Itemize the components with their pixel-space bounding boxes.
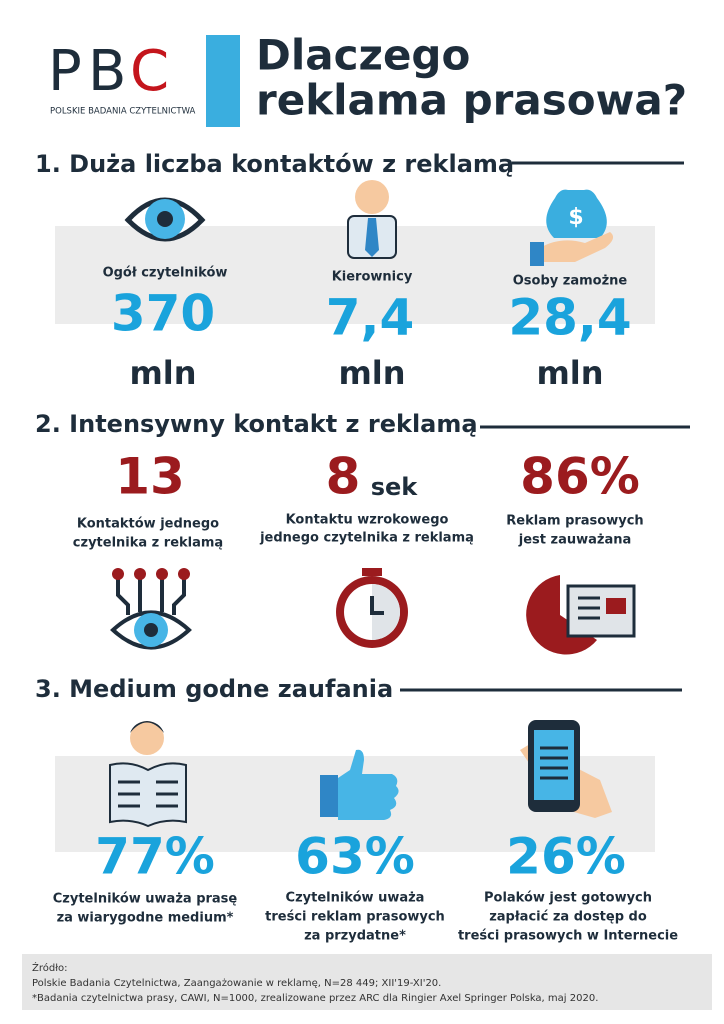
svg-text:$: $ (568, 205, 583, 230)
item-value: 86% (520, 448, 640, 506)
logo-letter: P (48, 39, 82, 104)
reader-icon (109, 721, 187, 828)
footer-box (22, 954, 712, 1010)
footer-text: Polskie Badania Czytelnictwa, Zaangażowa… (32, 978, 441, 989)
title-bar (206, 35, 240, 127)
item-label: Kierownicy (332, 270, 413, 285)
item-unit: mln (129, 354, 196, 392)
item-value: 28,4 (508, 289, 631, 347)
section-heading: 1. Duża liczba kontaktów z reklamą (35, 150, 514, 178)
title: reklama prasowa? (256, 76, 687, 125)
item-label: Ogół czytelników (103, 266, 228, 281)
item-label: treści prasowych w Internecie (458, 929, 678, 944)
logo: P B C POLSKIE BADANIA CZYTELNICTWA (48, 39, 196, 116)
footer-text: Źródło: (32, 961, 68, 974)
item-unit: mln (536, 354, 603, 392)
item-label: Polaków jest gotowych (484, 891, 652, 906)
item-value: 8 (326, 448, 361, 506)
item-unit: mln (338, 354, 405, 392)
item-value: 26% (506, 828, 626, 886)
item-label: Czytelników uważa prasę (53, 892, 238, 907)
item-unit: sek (371, 473, 419, 501)
item-label: zapłacić za dostęp do (489, 910, 647, 925)
manager-icon (347, 180, 397, 259)
logo-letter: B (88, 39, 126, 104)
item-label: Czytelników uważa (286, 891, 425, 906)
logo-letter: C (130, 39, 169, 104)
eye-icon (124, 197, 206, 242)
section-heading: 2. Intensywny kontakt z reklamą (35, 410, 478, 438)
logo-subtitle: POLSKIE BADANIA CZYTELNICTWA (50, 107, 196, 117)
stopwatch-icon (336, 568, 408, 648)
item-label: Kontaktów jednego (77, 517, 219, 532)
item-label: za przydatne* (304, 929, 406, 944)
item-label: treści reklam prasowych (265, 910, 445, 925)
item-value: 13 (115, 448, 185, 506)
item-value: 7,4 (326, 289, 415, 347)
title: Dlaczego (256, 31, 470, 80)
item-value: 77% (95, 828, 215, 886)
item-label: za wiarygodne medium* (57, 911, 234, 926)
footer-text: *Badania czytelnictwa prasy, CAWI, N=100… (32, 993, 598, 1004)
item-label: Kontaktu wzrokowego (286, 513, 449, 528)
circuit-eye-icon (110, 568, 192, 650)
item-label: jednego czytelnika z reklamą (259, 531, 474, 546)
newspaper-pie-icon (526, 575, 636, 655)
thumbs-up-icon (320, 749, 399, 820)
item-label: jest zauważana (518, 533, 632, 548)
item-value: 370 (111, 285, 215, 343)
phone-icon (520, 720, 612, 818)
item-label: czytelnika z reklamą (73, 536, 223, 551)
money-icon: $ (530, 189, 614, 266)
section-heading: 3. Medium godne zaufania (35, 675, 393, 703)
item-label: Osoby zamożne (513, 274, 628, 289)
item-value: 63% (295, 828, 415, 886)
item-label: Reklam prasowych (506, 514, 643, 529)
